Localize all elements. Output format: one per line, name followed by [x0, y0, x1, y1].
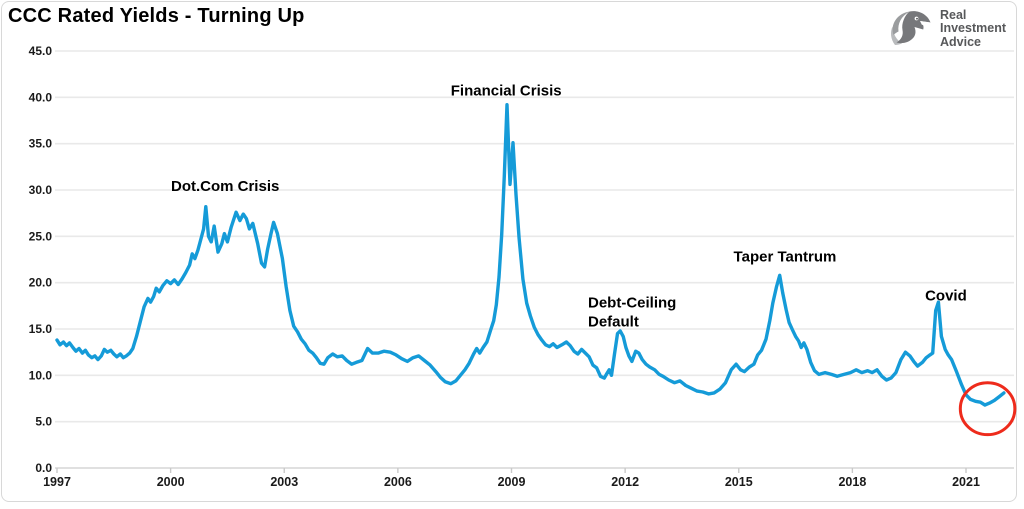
x-axis-tick-label: 2006 — [384, 475, 412, 489]
x-axis-tick-label: 2021 — [952, 475, 980, 489]
y-axis-tick-label: 40.0 — [29, 90, 53, 104]
annotation-debt-ceiling-default: Debt-Ceiling Default — [588, 295, 676, 331]
y-axis-tick-label: 45.0 — [29, 44, 53, 58]
x-axis-tick-label: 2018 — [838, 475, 866, 489]
y-axis-tick-label: 15.0 — [29, 322, 53, 336]
chart-title: CCC Rated Yields - Turning Up — [8, 5, 305, 27]
brand-line-3: Advice — [940, 34, 981, 49]
brand-line-2: Investment — [940, 21, 1006, 36]
annotation-taper-tantrum: Taper Tantrum — [734, 248, 837, 265]
brand-text: Real Investment Advice — [940, 7, 1006, 50]
annotation-dot-com-crisis: Dot.Com Crisis — [171, 178, 279, 195]
x-axis-tick-label: 2009 — [498, 475, 526, 489]
brand-logo: Real Investment Advice — [887, 6, 1006, 52]
x-axis-tick-label: 2000 — [157, 475, 185, 489]
brand-line-1: Real — [940, 7, 967, 22]
y-axis-tick-label: 10.0 — [29, 368, 53, 382]
y-axis-tick-label: 20.0 — [29, 276, 53, 290]
x-axis-tick-label: 2012 — [611, 475, 639, 489]
x-axis-tick-label: 2003 — [270, 475, 298, 489]
annotation-financial-crisis: Financial Crisis — [451, 82, 562, 99]
x-axis-tick-label: 1997 — [43, 475, 71, 489]
y-axis-tick-label: 25.0 — [29, 229, 53, 243]
turning-up-highlight-ellipse — [958, 381, 1017, 437]
x-axis-tick-label: 2015 — [725, 475, 753, 489]
y-axis-tick-label: 35.0 — [29, 137, 53, 151]
eagle-icon — [891, 11, 931, 45]
y-axis-tick-label: 30.0 — [29, 183, 53, 197]
y-axis-tick-label: 5.0 — [35, 415, 52, 429]
annotation-covid: Covid — [925, 287, 967, 304]
yield-series-line — [55, 102, 1006, 407]
y-axis-tick-label: 0.0 — [35, 461, 52, 475]
